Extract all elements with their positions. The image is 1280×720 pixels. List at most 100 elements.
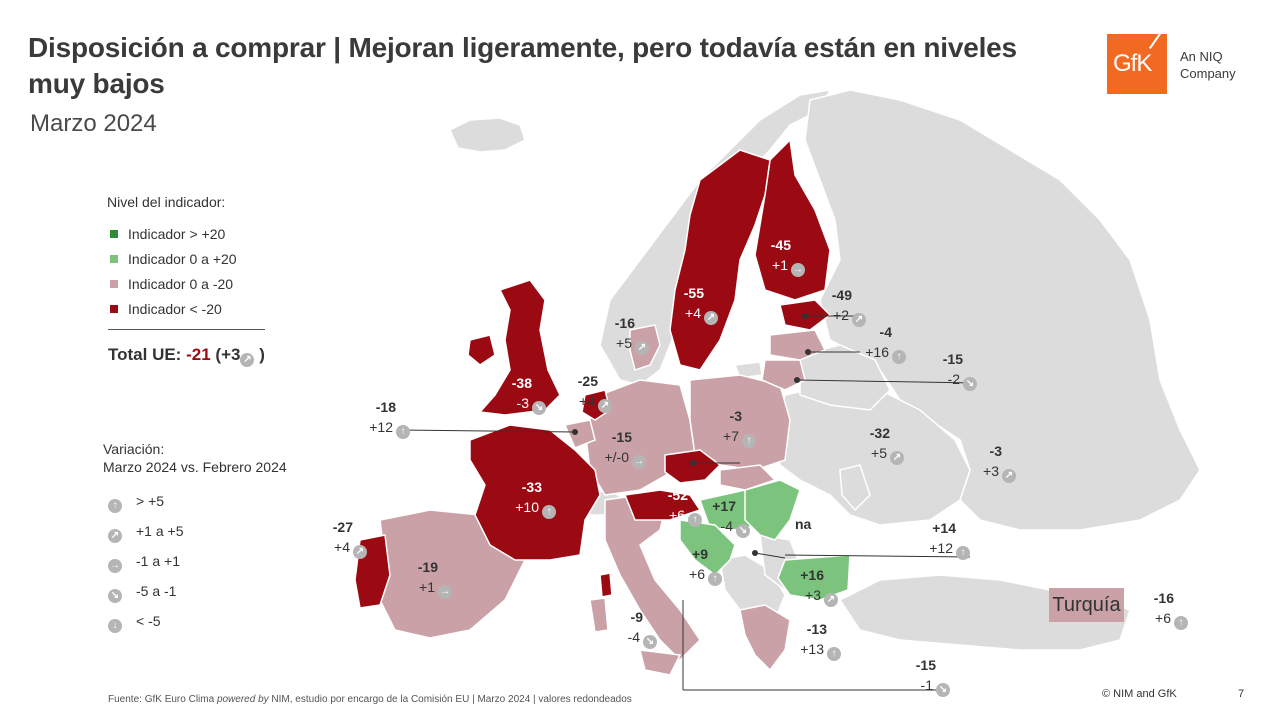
country-value: +16: [800, 565, 838, 585]
country-label-lithuania: -15 -2 ↘: [943, 349, 977, 391]
arrow-up-icon: ↑: [956, 546, 970, 560]
arrow-right-icon: →: [791, 263, 805, 277]
country-label-italy: -9 -4 ↘: [628, 607, 657, 649]
country-value-text: +9: [692, 546, 708, 562]
country-change: +4 ↗: [684, 303, 718, 325]
arrow-up-right-icon: ↗: [598, 399, 612, 413]
page-number: 7: [1238, 688, 1245, 700]
country-value: -15: [604, 427, 646, 447]
variation-legend-item: ↓ < -5: [108, 613, 161, 633]
page-subtitle: Marzo 2024: [30, 110, 157, 137]
country-value: +14: [929, 518, 970, 538]
country-change: +5 ↗: [870, 443, 904, 465]
country-value: -3: [723, 406, 756, 426]
country-change: +6 ↑: [1154, 608, 1188, 630]
country-change: -4 ↘: [628, 627, 657, 649]
arrow-up-right-icon: ↗: [240, 353, 255, 367]
na-label: na: [795, 516, 812, 532]
gfk-logo: [1107, 34, 1167, 94]
sardinia-shape: [589, 597, 609, 633]
country-change: +10 ↑: [515, 497, 556, 519]
country-value-text: -27: [332, 519, 353, 535]
country-label-united-kingdom: -38 -3 ↘: [512, 373, 546, 415]
belarus-shape: [799, 344, 891, 411]
legend-item: Indicador 0 a -20: [110, 276, 233, 292]
country-value-text: -49: [831, 287, 852, 303]
arrow-down-right-icon: ↘: [963, 377, 977, 391]
country-value-text: -4: [879, 324, 892, 340]
country-label-estonia: -49 +2 ↗: [832, 285, 866, 327]
country-change: +12 ↑: [929, 538, 970, 560]
arrow-up-right-icon: ↗: [108, 529, 122, 543]
country-value-text: -38: [511, 375, 532, 391]
arrow-up-icon: ↑: [827, 647, 841, 661]
country-change: +6 ↑: [689, 564, 722, 586]
country-value: -16: [615, 313, 649, 333]
sicily-shape: [639, 649, 682, 676]
ukraine-shape: [774, 384, 971, 526]
variation-legend-item: → -1 a +1: [108, 553, 180, 573]
country-value: -32: [870, 423, 904, 443]
variation-legend-item: ↘ -5 a -1: [108, 583, 176, 603]
country-label-austria: -52 +6 ↑: [668, 485, 702, 527]
country-change: +3 ↗: [800, 585, 838, 607]
turkey-label: Turquía: [1049, 588, 1124, 622]
country-label-spain: -19 +1 →: [418, 557, 452, 599]
country-value-text: -15: [942, 351, 963, 367]
country-value-text: -25: [577, 373, 598, 389]
country-value-text: -15: [915, 657, 936, 673]
country-value: -18: [369, 397, 410, 417]
country-value-text: -16: [614, 315, 635, 331]
country-label-russia: -3 +3 ↗: [983, 441, 1016, 483]
arrow-down-right-icon: ↘: [936, 683, 950, 697]
country-value: -4: [865, 322, 906, 342]
ireland-shape: [467, 334, 496, 366]
country-change: +5 ↗: [615, 333, 649, 355]
country-change: +1 →: [419, 579, 452, 599]
country-label-cyprus: -15 -1 ↘: [916, 655, 950, 697]
arrow-up-right-icon: ↗: [353, 545, 367, 559]
total-eu: Total UE: -21 (+3 ↗ ): [108, 345, 265, 367]
country-value: -9: [628, 607, 657, 627]
arrow-right-icon: →: [438, 585, 452, 599]
country-value: -13: [800, 619, 841, 639]
arrow-up-right-icon: ↗: [852, 313, 866, 327]
country-value-text: -55: [683, 285, 704, 301]
arrow-down-right-icon: ↘: [532, 401, 546, 415]
arrow-up-icon: ↑: [742, 434, 756, 448]
austria-shape: [623, 489, 702, 521]
variation-legend-item: ↗ +1 a +5: [108, 523, 184, 543]
country-value: -16: [1154, 588, 1188, 608]
country-value: +17: [712, 496, 750, 516]
country-label-sweden: -55 +4 ↗: [684, 283, 718, 325]
copyright: © NIM and GfK: [1102, 688, 1177, 700]
country-change: -1 ↘: [916, 675, 950, 697]
country-value-text: -16: [1153, 590, 1174, 606]
country-label-belgium: -18 +12 ↑: [369, 397, 410, 439]
country-value: -15: [916, 655, 950, 675]
sweden-shape: [669, 149, 771, 371]
country-value-text: -19: [417, 559, 438, 575]
romania-shape: [744, 479, 801, 541]
country-change: +7 ↑: [723, 426, 756, 448]
country-label-hungary: +17 -4 ↘: [712, 496, 750, 538]
legend-divider: [108, 329, 265, 330]
country-change: +13 ↑: [800, 639, 841, 661]
country-value: -33: [515, 477, 556, 497]
country-change: +16 ↑: [865, 342, 906, 364]
russia-shape: [804, 89, 1201, 531]
country-value-text: -33: [521, 479, 542, 495]
country-value: -15: [943, 349, 977, 369]
poland-shape: [689, 374, 791, 471]
country-label-finland: -45 +1 →: [771, 235, 805, 277]
arrow-up-icon: ↑: [108, 499, 122, 513]
country-change: +12 ↑: [369, 417, 410, 439]
belgium-shape: [563, 419, 596, 449]
country-value-text: +17: [712, 498, 736, 514]
arrow-right-icon: →: [108, 559, 122, 573]
country-label-turkey: -16 +6 ↑: [1154, 588, 1188, 630]
arrow-up-icon: ↑: [1174, 616, 1188, 630]
country-value-text: -3: [729, 408, 742, 424]
country-label-greece: -13 +13 ↑: [800, 619, 841, 661]
gfk-logo-tagline: An NIQ Company: [1180, 49, 1236, 81]
